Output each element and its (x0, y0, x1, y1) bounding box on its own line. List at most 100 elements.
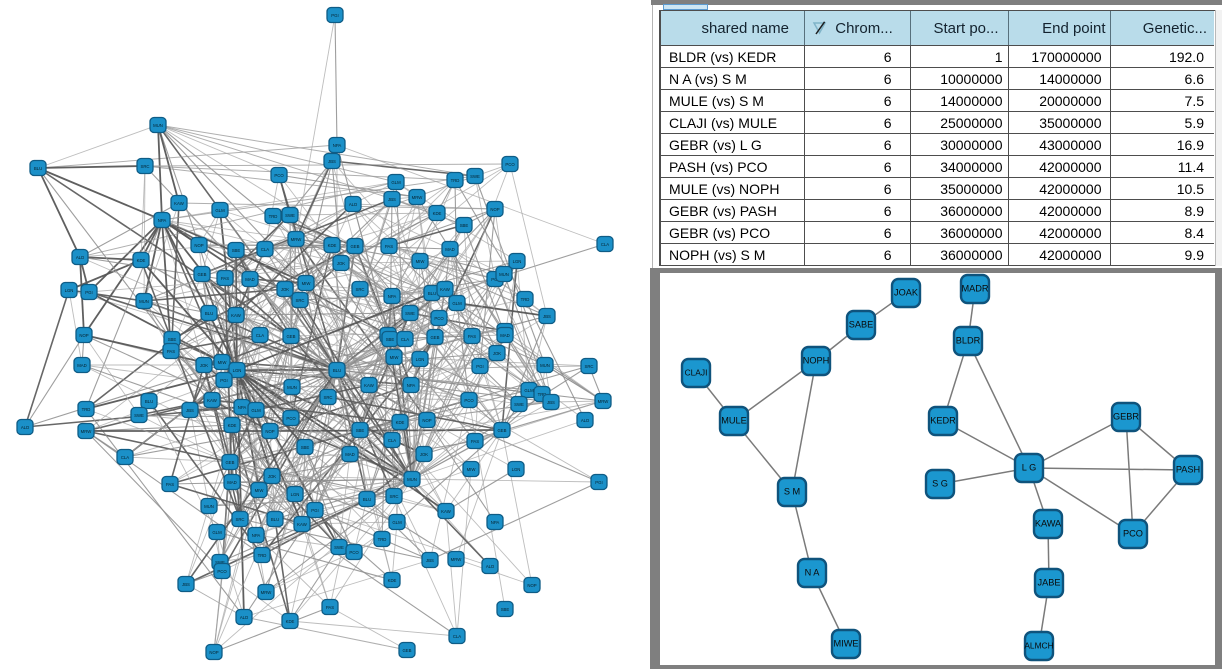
svg-text:MRW: MRW (412, 195, 424, 200)
svg-text:NPA: NPA (238, 405, 247, 410)
svg-text:NPA: NPA (491, 520, 500, 525)
svg-text:TRD: TRD (521, 297, 530, 302)
svg-text:KDE: KDE (388, 578, 397, 583)
svg-text:ALD: ALD (486, 564, 494, 569)
svg-text:SRC: SRC (355, 287, 364, 292)
svg-text:BLU: BLU (205, 311, 213, 316)
svg-text:PAS: PAS (326, 605, 334, 610)
svg-text:TRD: TRD (82, 407, 91, 412)
svg-text:JOAK: JOAK (894, 288, 919, 298)
svg-text:MADR: MADR (961, 284, 988, 294)
svg-text:NPA: NPA (407, 383, 416, 388)
svg-text:MUN: MUN (139, 299, 149, 304)
svg-text:ALD: ALD (76, 255, 84, 260)
svg-text:KDE: KDE (396, 420, 405, 425)
svg-text:PGI: PGI (595, 480, 602, 485)
svg-text:PAS: PAS (471, 439, 479, 444)
svg-text:CLA: CLA (601, 242, 609, 247)
svg-text:ALD: ALD (581, 418, 589, 423)
svg-text:PGI: PGI (85, 290, 92, 295)
svg-text:PCO: PCO (505, 162, 515, 167)
svg-text:NPA: NPA (333, 143, 342, 148)
svg-text:MUN: MUN (540, 363, 550, 368)
svg-text:SRC: SRC (295, 298, 304, 303)
svg-text:KAW: KAW (174, 201, 185, 206)
svg-text:CLA: CLA (388, 438, 396, 443)
svg-text:GLM: GLM (212, 530, 222, 535)
svg-text:ALD: ALD (240, 615, 248, 620)
svg-text:KEDR: KEDR (930, 416, 956, 426)
svg-text:NOP: NOP (265, 429, 274, 434)
svg-text:NOP: NOP (194, 243, 203, 248)
svg-text:SBE: SBE (501, 607, 510, 612)
svg-text:CLAJI: CLAJI (685, 368, 708, 378)
svg-text:NPA: NPA (388, 294, 397, 299)
svg-text:KAW: KAW (231, 313, 242, 318)
svg-text:LGN: LGN (291, 492, 300, 497)
svg-text:SWE: SWE (470, 174, 480, 179)
svg-text:JBS: JBS (182, 582, 190, 587)
svg-text:PCO: PCO (274, 173, 284, 178)
svg-text:JBS: JBS (547, 400, 555, 405)
svg-text:KAW: KAW (440, 287, 451, 292)
svg-text:SWE: SWE (514, 402, 524, 407)
svg-text:LGN: LGN (233, 368, 242, 373)
svg-text:SWE: SWE (134, 413, 144, 418)
svg-text:MRW: MRW (451, 557, 463, 562)
svg-text:MIW: MIW (416, 259, 426, 264)
svg-text:PAS: PAS (385, 244, 393, 249)
svg-text:ALD: ALD (349, 202, 357, 207)
svg-text:MRW: MRW (81, 429, 93, 434)
svg-text:JOK: JOK (337, 261, 345, 266)
svg-text:S G: S G (932, 479, 948, 489)
svg-text:MUN: MUN (499, 272, 509, 277)
svg-text:JOK: JOK (493, 351, 501, 356)
svg-text:KAW: KAW (364, 383, 375, 388)
svg-text:JOK: JOK (281, 287, 289, 292)
svg-text:BLU: BLU (34, 166, 42, 171)
svg-text:PGI: PGI (476, 364, 483, 369)
svg-text:SBE: SBE (301, 445, 310, 450)
svg-text:PCO: PCO (217, 569, 227, 574)
svg-text:ALD: ALD (21, 425, 29, 430)
svg-text:TRD: TRD (269, 214, 278, 219)
svg-text:MRW: MRW (261, 590, 273, 595)
svg-text:TRD: TRD (258, 553, 267, 558)
svg-text:MAD: MAD (245, 277, 255, 282)
svg-text:LGN: LGN (512, 467, 521, 472)
svg-text:PCO: PCO (349, 550, 359, 555)
svg-text:SWE: SWE (334, 545, 344, 550)
svg-text:BLU: BLU (145, 399, 153, 404)
svg-text:MIWE: MIWE (833, 639, 858, 649)
svg-text:JOK: JOK (268, 474, 276, 479)
svg-text:NOP: NOP (527, 583, 536, 588)
svg-text:GEB: GEB (402, 648, 411, 653)
svg-text:MRW: MRW (598, 399, 610, 404)
svg-text:MUN: MUN (407, 477, 417, 482)
svg-text:JOK: JOK (420, 452, 428, 457)
svg-text:MUN: MUN (204, 504, 214, 509)
svg-text:SBE: SBE (168, 337, 177, 342)
svg-text:PASH: PASH (1176, 465, 1200, 475)
svg-text:PGI: PGI (331, 13, 338, 18)
svg-text:CLA: CLA (121, 455, 129, 460)
svg-text:BLU: BLU (271, 517, 279, 522)
svg-text:PGI: PGI (491, 277, 498, 282)
svg-text:KDE: KDE (137, 258, 146, 263)
svg-text:MUN: MUN (153, 123, 163, 128)
svg-text:NOP: NOP (490, 207, 499, 212)
svg-text:JBS: JBS (388, 197, 396, 202)
svg-text:MUN: MUN (287, 385, 297, 390)
svg-text:KAW: KAW (441, 509, 452, 514)
svg-text:MIW: MIW (218, 360, 228, 365)
svg-text:NOP: NOP (422, 418, 431, 423)
svg-text:TRD: TRD (451, 178, 460, 183)
svg-text:LGN: LGN (416, 357, 425, 362)
svg-text:GEB: GEB (497, 428, 506, 433)
svg-text:KAW: KAW (297, 522, 308, 527)
svg-text:GEB: GEB (225, 460, 234, 465)
svg-text:PAS: PAS (468, 334, 476, 339)
svg-text:JOK: JOK (200, 363, 208, 368)
svg-text:CLA: CLA (256, 333, 264, 338)
svg-text:GLM: GLM (391, 180, 401, 185)
